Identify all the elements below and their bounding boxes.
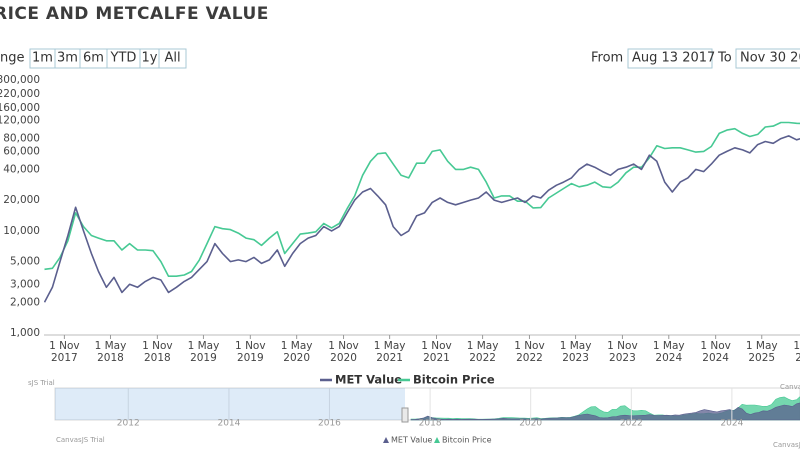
x-tick-label: 1 Nov xyxy=(142,340,173,352)
y-tick-label: 80,000 xyxy=(3,133,40,145)
x-tick-label: 2018 xyxy=(144,352,171,364)
x-tick-label: 1 May xyxy=(374,340,406,352)
y-tick-label: 10,000 xyxy=(3,225,40,237)
to-input[interactable]: Nov 30 20 xyxy=(735,48,800,69)
x-tick-label: 2020 xyxy=(330,352,357,364)
y-tick-label: 160,000 xyxy=(0,102,40,114)
x-tick-label: 1 May xyxy=(467,340,499,352)
range-label: nge xyxy=(0,51,25,66)
range-button-label[interactable]: 1m xyxy=(32,51,53,66)
range-button-label[interactable]: All xyxy=(164,51,180,66)
y-tick-label: 1,000 xyxy=(10,327,40,339)
y-tick-label: 3,000 xyxy=(10,278,40,290)
navigator-area xyxy=(410,402,800,421)
navigator-handle[interactable] xyxy=(401,407,409,423)
x-tick-label: 1 May xyxy=(281,340,313,352)
range-button-label[interactable]: 6m xyxy=(83,51,104,66)
x-tick-label: 2024 xyxy=(702,352,729,364)
x-tick-label: 1 Nov xyxy=(607,340,638,352)
range-button-label[interactable]: 3m xyxy=(57,51,78,66)
x-tick-label: 1 Nov xyxy=(700,340,731,352)
to-label: To xyxy=(717,51,732,66)
range-button[interactable]: 6m xyxy=(79,48,108,69)
y-tick-label: 2,000 xyxy=(10,296,40,308)
navigator-tick-label: 2020 xyxy=(519,419,542,429)
watermark: sJS Trial xyxy=(28,379,55,387)
x-tick-label: 1 May xyxy=(653,340,685,352)
range-button[interactable]: All xyxy=(158,48,187,69)
navigator-tick-label: 2016 xyxy=(318,419,341,429)
y-tick-label: 300,000 xyxy=(0,74,40,86)
watermark: CanvasJS Trial xyxy=(56,436,105,444)
x-tick-label: 1 Nov xyxy=(514,340,545,352)
to-value[interactable]: Nov 30 20 xyxy=(740,51,800,66)
range-button-label[interactable]: YTD xyxy=(110,51,137,66)
navigator-tick-label: 2024 xyxy=(720,419,743,429)
navigator-legend-label: Bitcoin Price xyxy=(442,436,492,445)
x-tick-label: 1 Nov xyxy=(421,340,452,352)
x-tick-label: 1 May xyxy=(560,340,592,352)
range-buttons: 1m 3m 6m YTD 1y All xyxy=(29,48,187,69)
range-button-box[interactable] xyxy=(158,48,187,69)
y-tick-label: 20,000 xyxy=(3,194,40,206)
y-tick-label: 60,000 xyxy=(3,145,40,157)
legend-label: MET Value xyxy=(335,373,402,387)
x-tick-label: 2019 xyxy=(237,352,264,364)
series-line xyxy=(44,135,800,303)
x-tick-label: 2021 xyxy=(376,352,403,364)
range-button[interactable]: 1m xyxy=(29,48,56,69)
x-tick-label: 1 Nov xyxy=(793,340,800,352)
x-tick-label: 2025 xyxy=(795,352,800,364)
chart-title: RICE AND METCALFE VALUE xyxy=(0,4,269,24)
watermark: Canvas xyxy=(780,383,800,391)
navigator-tick-label: 2014 xyxy=(217,419,240,429)
navigator-tick-label: 2018 xyxy=(419,419,442,429)
watermark: CanvasJS Tr xyxy=(773,441,800,449)
range-button-label[interactable]: 1y xyxy=(142,51,158,66)
series-line xyxy=(44,121,800,277)
x-tick-label: 2023 xyxy=(562,352,589,364)
from-value[interactable]: Aug 13 2017 xyxy=(632,51,715,66)
navigator-tick-label: 2022 xyxy=(620,419,643,429)
navigator-tick-label: 2012 xyxy=(117,419,140,429)
x-tick-label: 2024 xyxy=(655,352,682,364)
range-button[interactable]: YTD xyxy=(106,48,141,69)
x-tick-label: 2018 xyxy=(97,352,124,364)
x-tick-label: 2023 xyxy=(609,352,636,364)
navigator-mask xyxy=(55,388,405,420)
x-tick-label: 2022 xyxy=(469,352,496,364)
y-tick-label: 220,000 xyxy=(0,88,40,100)
navigator-legend-icon xyxy=(383,437,389,443)
range-button[interactable]: 1y xyxy=(139,48,160,69)
x-tick-label: 1 May xyxy=(95,340,127,352)
y-tick-label: 5,000 xyxy=(10,256,40,268)
x-tick-label: 1 Nov xyxy=(235,340,266,352)
x-tick-label: 1 Nov xyxy=(49,340,80,352)
navigator-legend-label: MET Value xyxy=(391,436,432,445)
x-tick-label: 2021 xyxy=(423,352,450,364)
x-tick-label: 2022 xyxy=(516,352,543,364)
x-tick-label: 2025 xyxy=(748,352,775,364)
x-tick-label: 1 May xyxy=(746,340,778,352)
y-tick-label: 120,000 xyxy=(0,115,40,127)
x-tick-label: 2020 xyxy=(283,352,310,364)
from-label: From xyxy=(591,51,623,66)
from-input[interactable]: Aug 13 2017 xyxy=(627,48,715,69)
navigator-legend-icon xyxy=(434,437,440,443)
legend-label: Bitcoin Price xyxy=(413,373,495,387)
x-tick-label: 2017 xyxy=(51,352,78,364)
x-tick-label: 1 Nov xyxy=(328,340,359,352)
x-tick-label: 1 May xyxy=(188,340,220,352)
x-tick-label: 2019 xyxy=(190,352,217,364)
range-button[interactable]: 3m xyxy=(54,48,81,69)
y-tick-label: 40,000 xyxy=(3,163,40,175)
